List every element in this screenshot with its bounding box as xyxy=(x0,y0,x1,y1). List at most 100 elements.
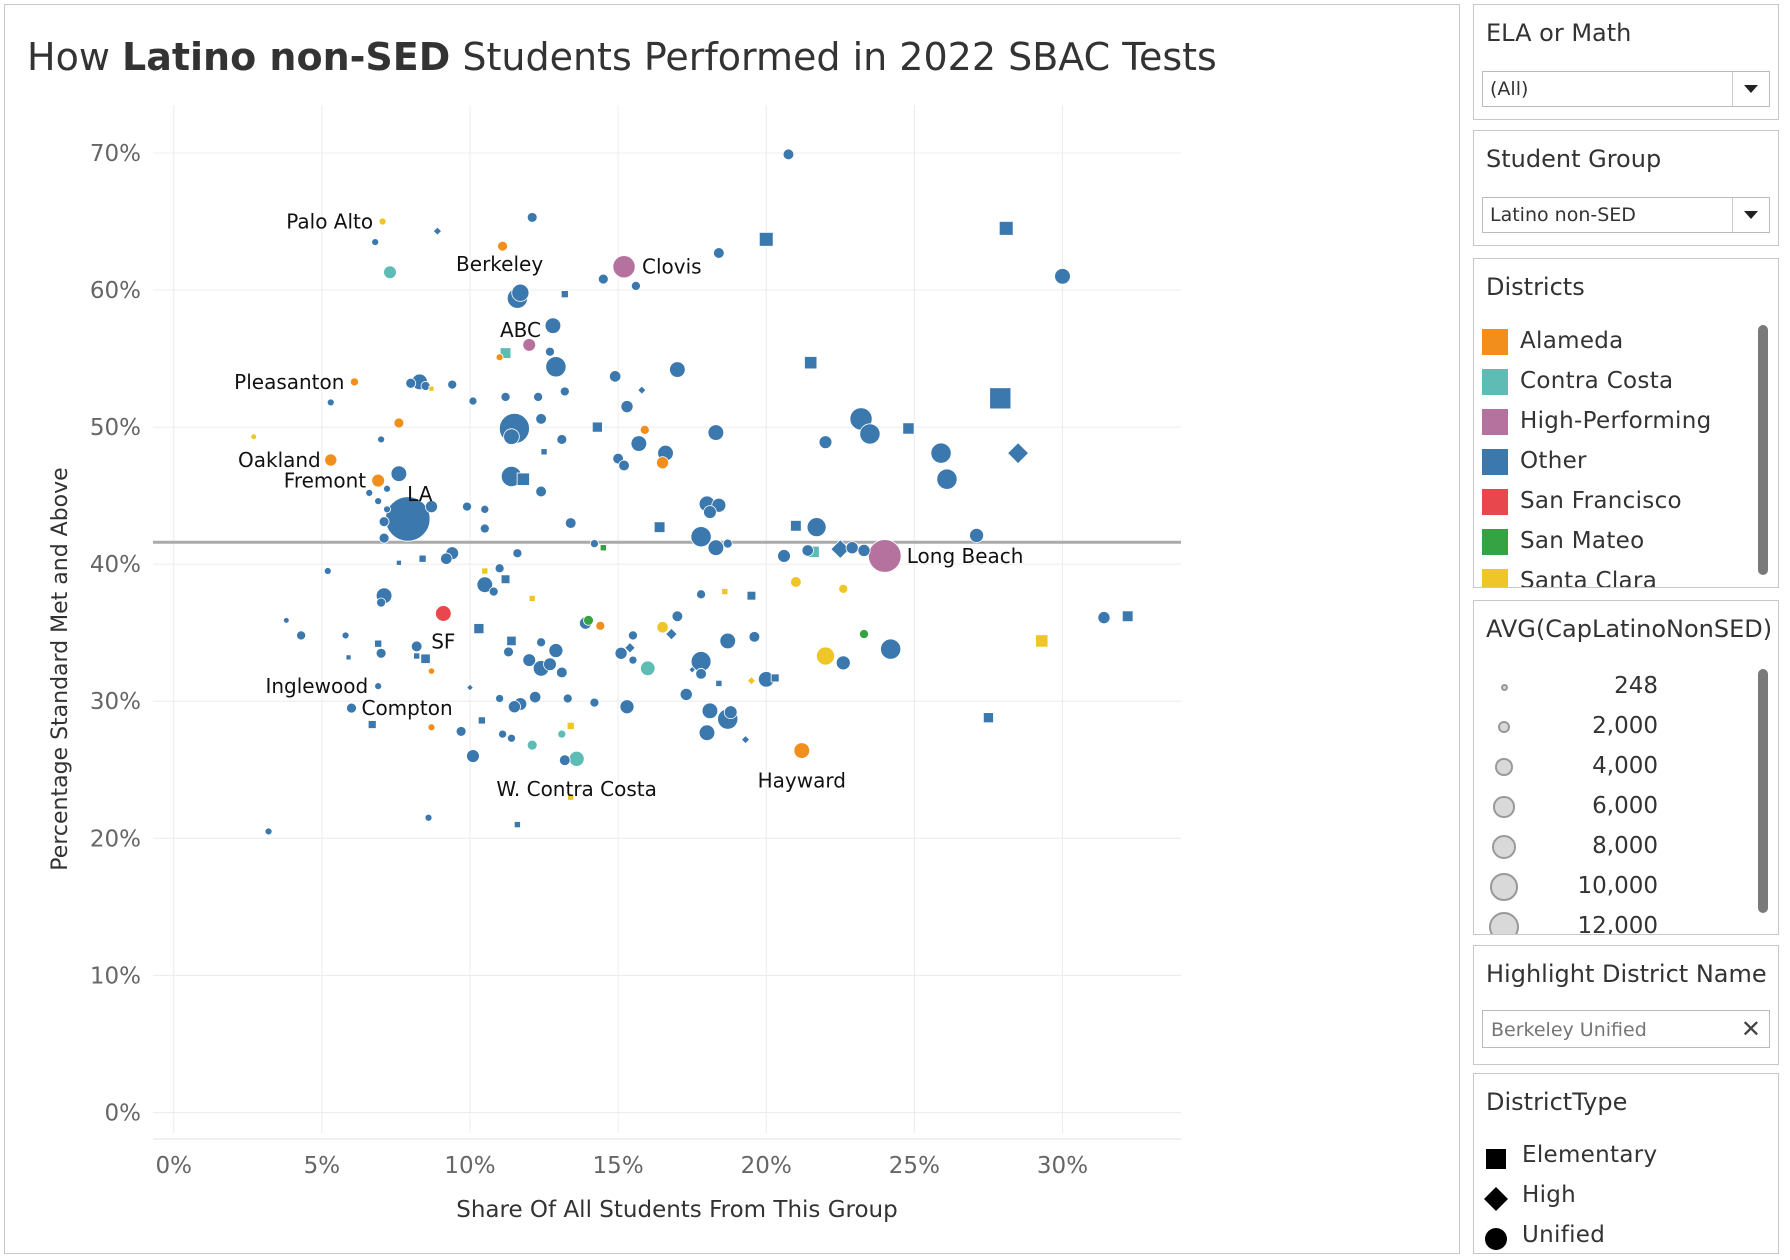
legend-item-san-mateo[interactable]: San Mateo xyxy=(1482,523,1752,559)
data-point-alameda-circle[interactable] xyxy=(639,424,650,435)
data-point-other-circle[interactable] xyxy=(374,497,383,506)
data-point-alameda-circle[interactable] xyxy=(793,742,811,759)
data-point-other-circle[interactable] xyxy=(722,538,733,549)
data-point-alameda-circle[interactable] xyxy=(349,377,359,387)
data-point-other-circle[interactable] xyxy=(619,699,635,715)
data-point-other-square[interactable] xyxy=(998,221,1014,236)
data-point-other-circle[interactable] xyxy=(707,539,725,556)
data-point-other-square[interactable] xyxy=(516,472,530,486)
chevron-down-icon[interactable] xyxy=(1732,72,1769,106)
data-point-other-circle[interactable] xyxy=(283,617,290,624)
data-point-other-circle[interactable] xyxy=(562,693,573,704)
data-point-other-circle[interactable] xyxy=(498,729,508,739)
legend-item-san-francisco[interactable]: San Francisco xyxy=(1482,483,1752,519)
data-point-other-circle[interactable] xyxy=(476,576,494,594)
data-point-other-circle[interactable] xyxy=(936,468,958,490)
data-point-other-circle[interactable] xyxy=(410,640,423,653)
data-point-other-circle[interactable] xyxy=(535,413,547,425)
data-point-other-square[interactable] xyxy=(477,716,486,725)
data-point-other-circle[interactable] xyxy=(503,646,514,658)
data-point-other-square[interactable] xyxy=(540,448,548,456)
data-point-other-circle[interactable] xyxy=(390,465,408,482)
data-point-other-circle[interactable] xyxy=(695,668,707,680)
data-point-other-square[interactable] xyxy=(982,712,994,724)
data-point-contra-costa-square[interactable] xyxy=(499,347,512,359)
data-point-other-circle[interactable] xyxy=(341,631,350,640)
data-point-santa-clara-square[interactable] xyxy=(567,793,575,801)
data-point-san-mateo-square[interactable] xyxy=(599,544,607,552)
data-point-santa-clara-circle[interactable] xyxy=(790,576,802,588)
chevron-down-icon[interactable] xyxy=(1732,198,1769,232)
data-point-other-circle[interactable] xyxy=(377,435,386,444)
data-point-other-circle[interactable] xyxy=(564,517,577,529)
data-point-other-circle[interactable] xyxy=(495,694,505,703)
data-point-other-circle[interactable] xyxy=(679,687,693,701)
legend-item-high-performing[interactable]: High-Performing xyxy=(1482,403,1752,439)
data-point-other-circle[interactable] xyxy=(719,632,737,650)
district-type-item-elementary[interactable]: Elementary xyxy=(1482,1138,1752,1174)
data-point-santa-clara-circle[interactable] xyxy=(250,433,257,440)
data-point-other-circle[interactable] xyxy=(589,539,599,549)
data-point-other-square[interactable] xyxy=(420,653,431,664)
data-point-other-circle[interactable] xyxy=(545,346,555,357)
data-point-other-circle[interactable] xyxy=(698,724,716,742)
data-point-santa-clara-square[interactable] xyxy=(528,594,536,602)
data-point-other-diamond[interactable] xyxy=(466,683,474,692)
data-point-other-circle[interactable] xyxy=(522,653,537,667)
data-point-santa-clara-circle[interactable] xyxy=(378,217,387,226)
data-point-santa-clara-circle[interactable] xyxy=(656,621,669,634)
data-point-high-performing-circle[interactable] xyxy=(522,338,537,352)
data-point-other-circle[interactable] xyxy=(707,424,725,441)
data-point-santa-clara-diamond[interactable] xyxy=(746,676,757,686)
data-point-alameda-circle[interactable] xyxy=(497,240,508,252)
districts-legend-scrollbar[interactable] xyxy=(1758,325,1768,575)
data-point-other-circle[interactable] xyxy=(543,657,557,672)
data-point-santa-clara-square[interactable] xyxy=(566,721,575,730)
data-point-santa-clara-circle[interactable] xyxy=(816,646,835,666)
data-point-other-square[interactable] xyxy=(374,639,383,648)
data-point-other-circle[interactable] xyxy=(424,813,433,822)
data-point-other-circle[interactable] xyxy=(614,646,628,660)
data-point-alameda-circle[interactable] xyxy=(427,723,436,732)
data-point-other-circle[interactable] xyxy=(533,392,544,402)
data-point-san-mateo-circle[interactable] xyxy=(859,629,869,640)
data-point-other-circle[interactable] xyxy=(494,563,505,574)
data-point-other-circle[interactable] xyxy=(630,435,648,452)
data-point-other-circle[interactable] xyxy=(559,754,571,766)
data-point-santa-clara-square[interactable] xyxy=(1035,634,1049,648)
data-point-other-square[interactable] xyxy=(413,652,421,660)
data-point-other-circle[interactable] xyxy=(378,532,390,544)
data-point-san-mateo-circle[interactable] xyxy=(583,614,594,626)
ela-math-dropdown[interactable]: (All) xyxy=(1482,71,1770,107)
data-point-santa-clara-square[interactable] xyxy=(428,385,435,392)
data-point-other-circle[interactable] xyxy=(440,552,453,565)
data-point-other-circle[interactable] xyxy=(859,423,881,445)
data-point-other-circle[interactable] xyxy=(969,527,985,543)
data-point-other-circle[interactable] xyxy=(627,630,638,641)
data-point-other-circle[interactable] xyxy=(383,505,391,514)
data-point-other-circle[interactable] xyxy=(468,396,478,406)
data-point-other-circle[interactable] xyxy=(511,283,530,302)
data-point-other-circle[interactable] xyxy=(375,647,387,659)
data-point-alameda-circle[interactable] xyxy=(595,620,606,631)
legend-item-contra-costa[interactable]: Contra Costa xyxy=(1482,363,1752,399)
data-point-other-square[interactable] xyxy=(418,554,427,563)
data-point-other-circle[interactable] xyxy=(556,434,568,445)
data-point-other-square[interactable] xyxy=(367,720,377,729)
data-point-contra-costa-circle[interactable] xyxy=(383,265,397,280)
data-point-alameda-circle[interactable] xyxy=(324,453,338,467)
data-point-contra-costa-circle[interactable] xyxy=(568,750,585,767)
district-type-item-high[interactable]: High xyxy=(1482,1178,1752,1214)
data-point-other-circle[interactable] xyxy=(405,377,417,389)
data-point-santa-clara-square[interactable] xyxy=(721,588,729,596)
data-point-other-circle[interactable] xyxy=(818,435,833,450)
data-point-other-square[interactable] xyxy=(758,231,774,247)
data-point-other-circle[interactable] xyxy=(507,700,521,714)
data-point-other-circle[interactable] xyxy=(462,501,472,512)
data-point-other-circle[interactable] xyxy=(618,459,630,472)
data-point-santa-clara-square[interactable] xyxy=(481,567,489,575)
data-point-contra-costa-circle[interactable] xyxy=(640,660,656,677)
data-point-other-square[interactable] xyxy=(746,590,757,601)
data-point-other-circle[interactable] xyxy=(480,504,490,514)
data-point-other-circle[interactable] xyxy=(374,682,383,691)
